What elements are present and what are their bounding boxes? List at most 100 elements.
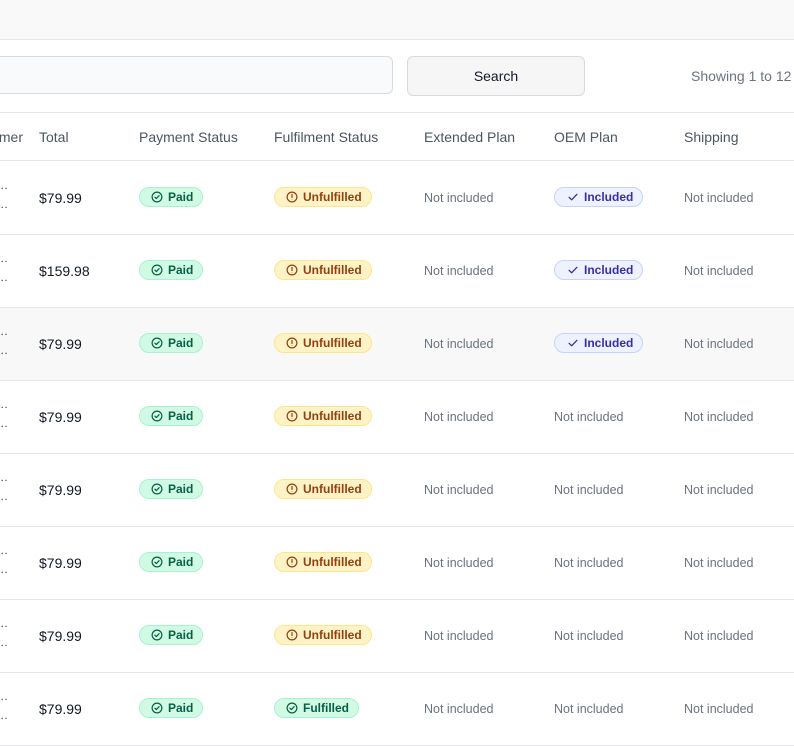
oem-plan-badge: Included xyxy=(554,187,644,207)
fulfilment-status-label: Unfulfilled xyxy=(303,263,362,277)
extended-plan-value: Not included xyxy=(424,629,494,643)
table-row[interactable]: … … $79.99 Paid Unfulfilled Not included Inclu… xyxy=(0,162,794,235)
extended-plan-value: Not included xyxy=(424,702,494,716)
shipping-value: Not included xyxy=(684,264,754,278)
fulfilment-status-badge: Unfulfilled xyxy=(274,625,372,645)
fulfilment-status-badge: Unfulfilled xyxy=(274,187,372,207)
check-icon xyxy=(567,264,579,276)
customer-name-truncated: … xyxy=(0,690,7,702)
shipping-value: Not included xyxy=(684,556,754,570)
shipping-value: Not included xyxy=(684,702,754,716)
fulfilment-status-label: Unfulfilled xyxy=(303,190,362,204)
oem-plan-value: Not included xyxy=(554,629,624,643)
oem-plan-value: Not included xyxy=(554,702,624,716)
column-header-customer[interactable]: Customer xyxy=(0,129,23,145)
extended-plan-value: Not included xyxy=(424,264,494,278)
column-header-payment-status[interactable]: Payment Status xyxy=(139,129,238,145)
check-circle-icon xyxy=(151,337,163,349)
order-total: $79.99 xyxy=(39,628,82,644)
payment-status-label: Paid xyxy=(168,628,194,642)
payment-status-label: Paid xyxy=(168,336,194,350)
shipping-value: Not included xyxy=(684,410,754,424)
table-row[interactable]: … … $79.99 Paid Unfulfilled Not included Inclu… xyxy=(0,308,794,381)
order-total: $79.99 xyxy=(39,409,82,425)
table-row[interactable]: … … $159.98 Paid Unfulfilled Not included Incl… xyxy=(0,235,794,308)
check-circle-icon xyxy=(286,702,298,714)
column-header-extended-plan[interactable]: Extended Plan xyxy=(424,129,516,145)
exclamation-circle-icon xyxy=(286,556,298,568)
check-circle-icon xyxy=(151,483,163,495)
check-icon xyxy=(567,191,579,203)
customer-email-truncated: … xyxy=(0,344,7,356)
order-total: $79.99 xyxy=(39,555,82,571)
extended-plan-value: Not included xyxy=(424,556,494,570)
check-circle-icon xyxy=(151,629,163,641)
exclamation-circle-icon xyxy=(286,191,298,203)
payment-status-badge: Paid xyxy=(139,187,204,207)
oem-plan-label: Included xyxy=(584,263,634,277)
customer-email-truncated: … xyxy=(0,636,7,648)
exclamation-circle-icon xyxy=(286,337,298,349)
customer-email-truncated: … xyxy=(0,417,7,429)
payment-status-label: Paid xyxy=(168,555,194,569)
fulfilment-status-label: Unfulfilled xyxy=(303,336,362,350)
extended-plan-value: Not included xyxy=(424,337,494,351)
check-circle-icon xyxy=(151,264,163,276)
table-row[interactable]: … … $79.99 Paid Unfulfilled Not included Not i… xyxy=(0,454,794,527)
oem-plan-value: Not included xyxy=(554,410,624,424)
fulfilment-status-label: Unfulfilled xyxy=(303,482,362,496)
column-header-oem-plan[interactable]: OEM Plan xyxy=(554,129,618,145)
column-header-shipping[interactable]: Shipping xyxy=(684,129,739,145)
customer-name-truncated: … xyxy=(0,471,7,483)
table-row[interactable]: … … $79.99 Paid Unfulfilled Not included Not i… xyxy=(0,381,794,454)
fulfilment-status-badge: Fulfilled xyxy=(274,698,359,718)
payment-status-label: Paid xyxy=(168,409,194,423)
payment-status-badge: Paid xyxy=(139,260,204,280)
order-total: $79.99 xyxy=(39,336,82,352)
payment-status-badge: Paid xyxy=(139,479,204,499)
payment-status-label: Paid xyxy=(168,190,194,204)
fulfilment-status-badge: Unfulfilled xyxy=(274,333,372,353)
table-row[interactable]: … … $79.99 Paid Fulfilled Not included Not inc… xyxy=(0,673,794,746)
fulfilment-status-badge: Unfulfilled xyxy=(274,406,372,426)
check-icon xyxy=(567,337,579,349)
customer-name-truncated: … xyxy=(0,544,7,556)
fulfilment-status-label: Unfulfilled xyxy=(303,555,362,569)
oem-plan-badge: Included xyxy=(554,333,644,353)
search-input[interactable] xyxy=(0,56,393,94)
customer-email-truncated: … xyxy=(0,563,7,575)
extended-plan-value: Not included xyxy=(424,410,494,424)
oem-plan-badge: Included xyxy=(554,260,644,280)
search-button[interactable]: Search xyxy=(407,56,585,96)
fulfilment-status-label: Unfulfilled xyxy=(303,409,362,423)
shipping-value: Not included xyxy=(684,629,754,643)
column-header-fulfilment-status[interactable]: Fulfilment Status xyxy=(274,129,379,145)
payment-status-badge: Paid xyxy=(139,406,204,426)
oem-plan-label: Included xyxy=(584,190,634,204)
table-row[interactable]: … … $79.99 Paid Unfulfilled Not included Not i… xyxy=(0,527,794,600)
top-bar xyxy=(0,0,794,40)
fulfilment-status-badge: Unfulfilled xyxy=(274,479,372,499)
table-header: Customer Total Payment Status Fulfilment… xyxy=(0,113,794,161)
customer-name-truncated: … xyxy=(0,325,7,337)
check-circle-icon xyxy=(151,410,163,422)
customer-email-truncated: … xyxy=(0,198,7,210)
payment-status-label: Paid xyxy=(168,482,194,496)
check-circle-icon xyxy=(151,556,163,568)
exclamation-circle-icon xyxy=(286,483,298,495)
customer-email-truncated: … xyxy=(0,709,7,721)
fulfilment-status-badge: Unfulfilled xyxy=(274,552,372,572)
customer-name-truncated: … xyxy=(0,252,7,264)
fulfilment-status-label: Fulfilled xyxy=(303,701,349,715)
column-header-total[interactable]: Total xyxy=(39,129,69,145)
payment-status-label: Paid xyxy=(168,263,194,277)
table-row[interactable]: … … $79.99 Paid Unfulfilled Not included Not i… xyxy=(0,600,794,673)
pagination-summary: Showing 1 to 12 xyxy=(691,68,792,84)
customer-email-truncated: … xyxy=(0,490,7,502)
exclamation-circle-icon xyxy=(286,410,298,422)
order-total: $79.99 xyxy=(39,190,82,206)
check-circle-icon xyxy=(151,702,163,714)
oem-plan-value: Not included xyxy=(554,483,624,497)
exclamation-circle-icon xyxy=(286,629,298,641)
customer-name-truncated: … xyxy=(0,179,7,191)
